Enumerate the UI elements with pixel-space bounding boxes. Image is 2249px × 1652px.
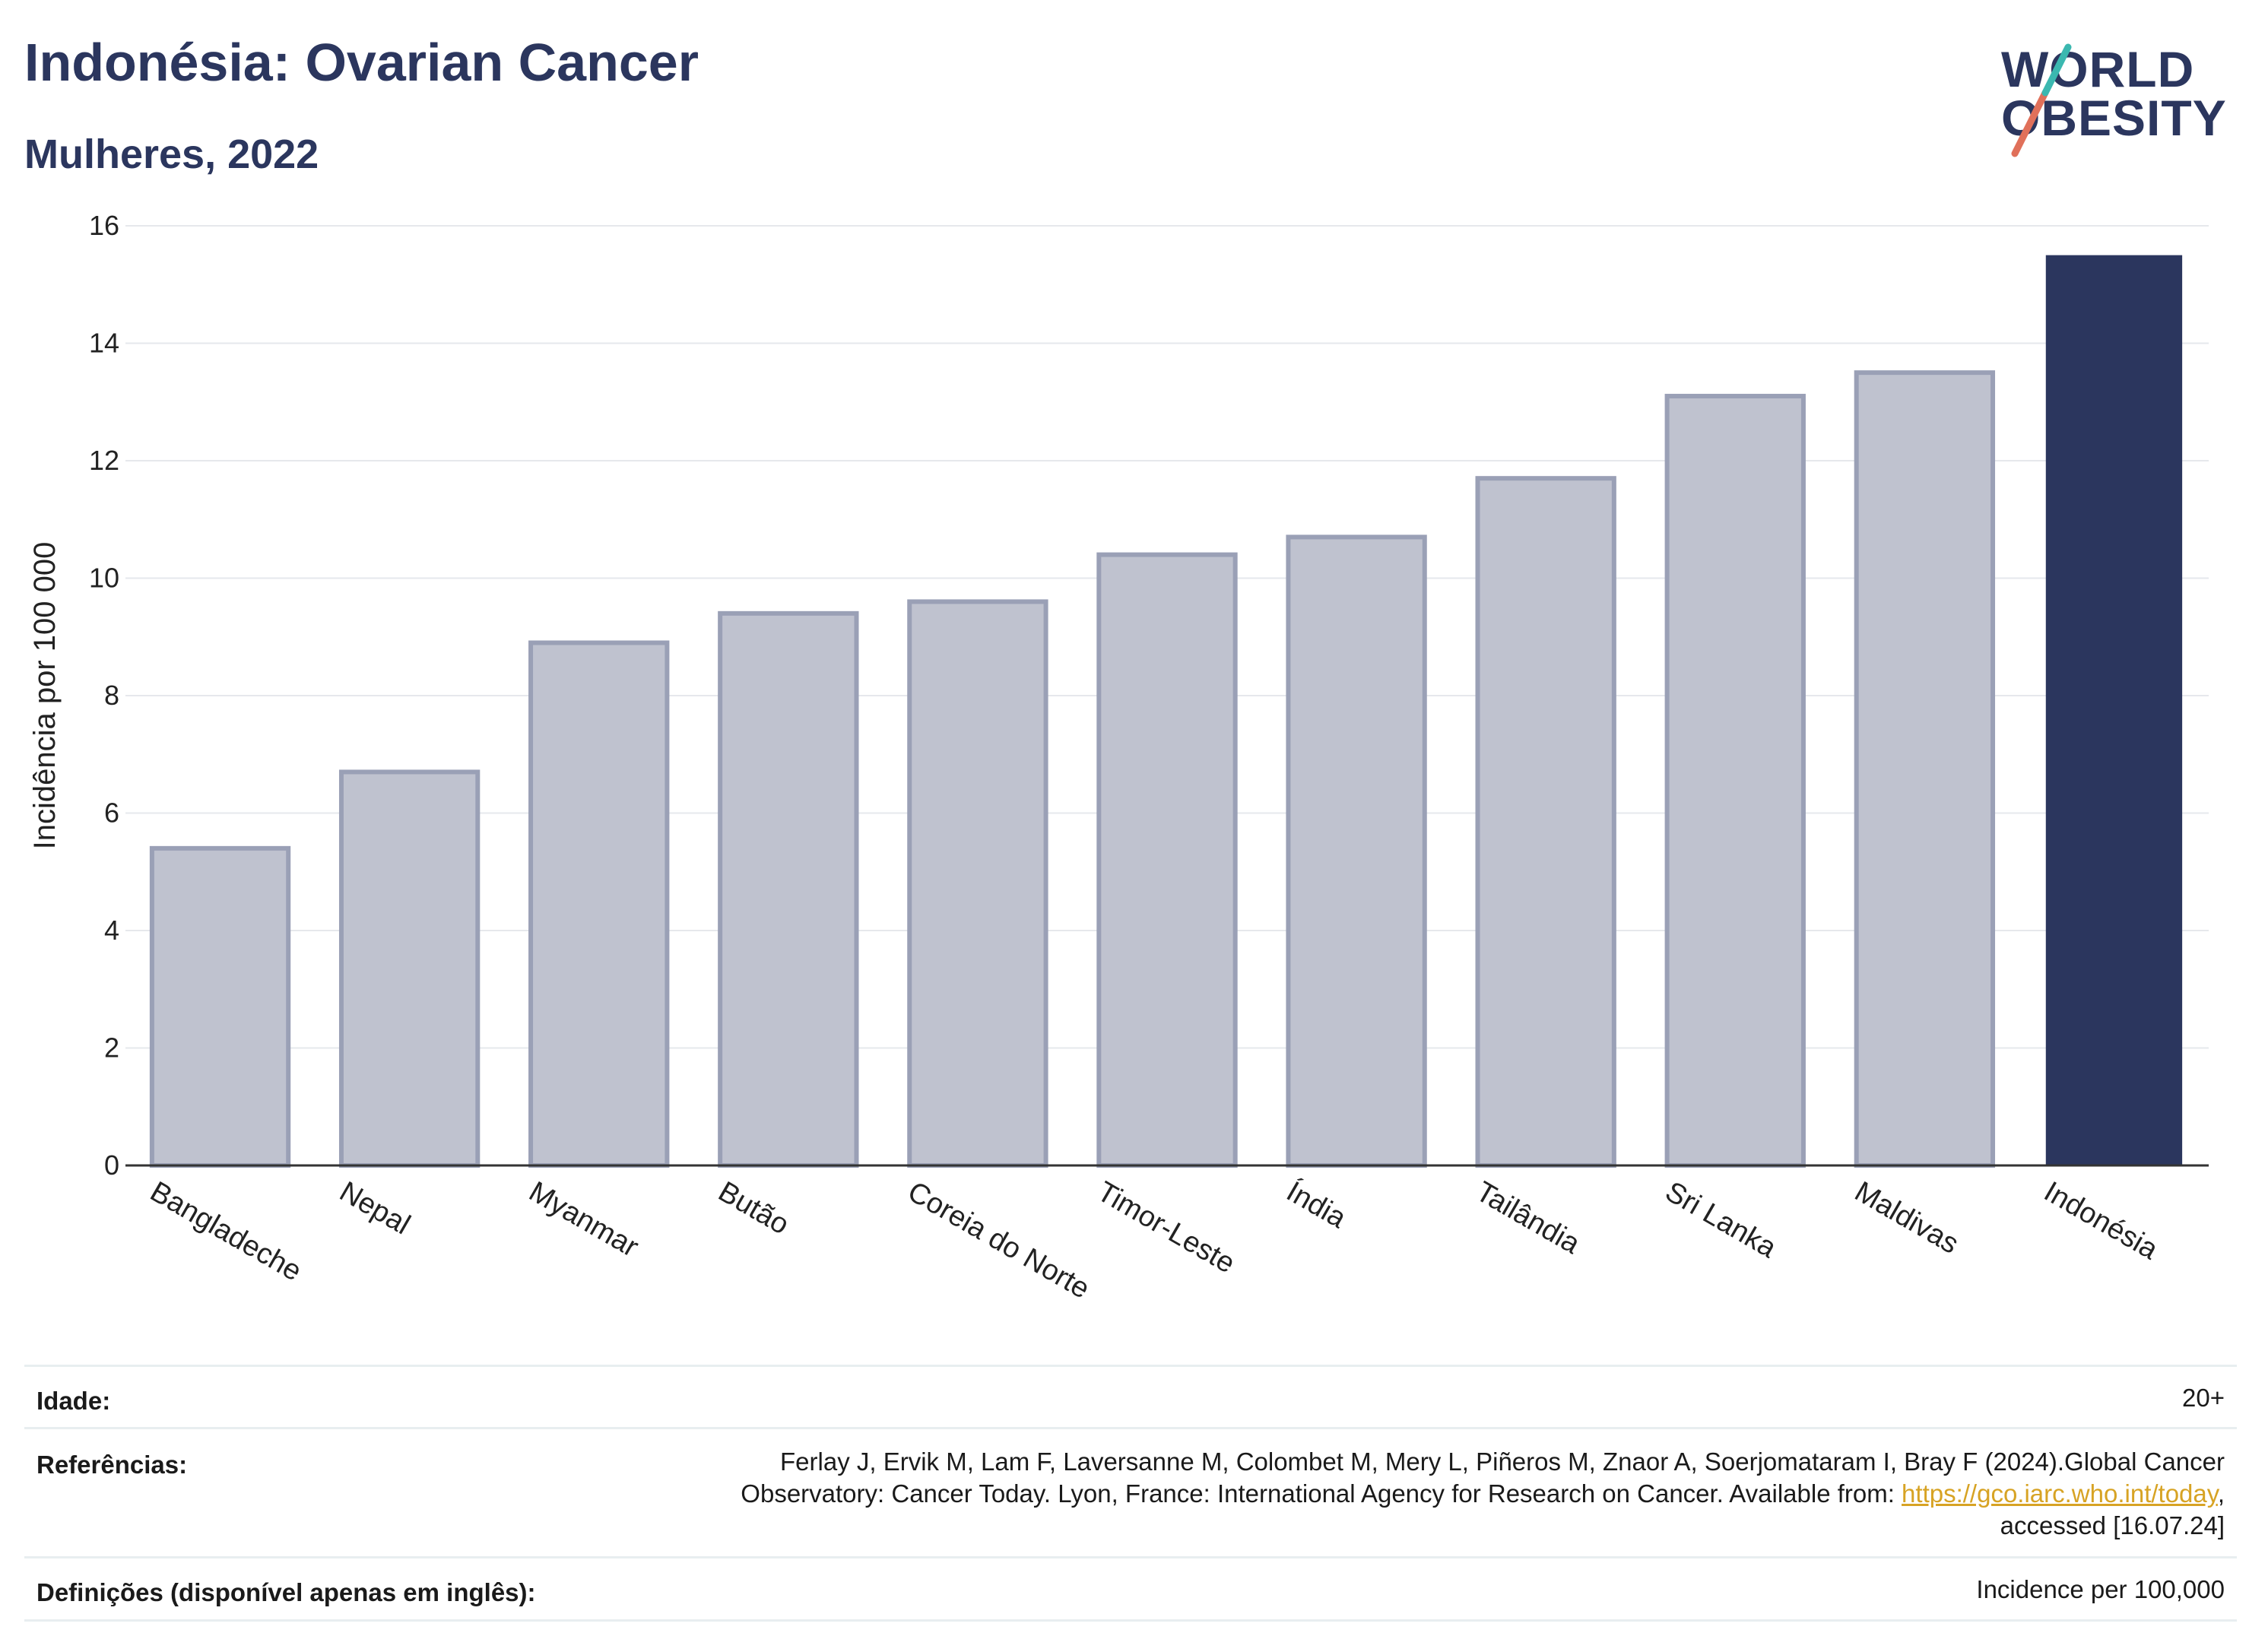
reference-line-3: accessed [16.07.24] (2000, 1511, 2225, 1539)
bar-5 (907, 599, 1048, 1168)
age-value: 20+ (2182, 1384, 2225, 1412)
bar-9 (1664, 394, 1806, 1168)
footer-row-age: Idade: 20+ (24, 1365, 2237, 1429)
x-tick-label: Sri Lanka (1660, 1175, 1782, 1264)
y-tick-label: 10 (89, 563, 119, 594)
reference-line-2-end: , (2217, 1479, 2225, 1508)
logo-word-world: WORLD (2001, 41, 2195, 97)
y-axis-title: Incidência por 100 000 (28, 542, 62, 850)
y-tick-label: 2 (104, 1032, 119, 1064)
bar-4 (718, 610, 859, 1168)
reference-line-2: Observatory: Cancer Today. Lyon, France:… (741, 1478, 2225, 1510)
bar-6 (1096, 552, 1238, 1168)
bar-3 (528, 640, 670, 1168)
reference-line-2-text: Observatory: Cancer Today. Lyon, France:… (741, 1479, 1902, 1508)
x-tick-label: Nepal (334, 1175, 415, 1241)
bar-1 (149, 845, 291, 1168)
y-tick-label: 12 (89, 445, 119, 476)
x-tick-label: Tailândia (1470, 1175, 1586, 1260)
x-tick-label: Coreia do Norte (902, 1175, 1095, 1305)
references-value: Ferlay J, Ervik M, Lam F, Laversanne M, … (741, 1446, 2225, 1542)
reference-line-1: Ferlay J, Ervik M, Lam F, Laversanne M, … (780, 1447, 2225, 1476)
x-tick-label: Maldivas (1849, 1175, 1964, 1260)
x-tick-label: Butão (713, 1175, 795, 1241)
page-title: Indonésia: Ovarian Cancer (24, 33, 699, 92)
x-tick-label: Myanmar (524, 1175, 644, 1264)
x-tick-label: Indonésia (2038, 1175, 2163, 1266)
bar-8 (1475, 476, 1616, 1168)
age-label: Idade: (36, 1387, 111, 1415)
x-tick-label: Timor-Leste (1092, 1175, 1240, 1279)
definitions-label: Definições (disponível apenas em inglês)… (36, 1578, 536, 1606)
world-obesity-logo: WORLD OBESITY (1992, 23, 2235, 160)
y-tick-label: 14 (89, 328, 119, 359)
reference-link[interactable]: https://gco.iarc.who.int/today (1902, 1479, 2218, 1508)
references-label: Referências: (36, 1451, 188, 1479)
bar-2 (338, 769, 481, 1168)
y-tick-label: 8 (104, 680, 119, 711)
footer-row-definitions: Definições (disponível apenas em inglês)… (24, 1556, 2237, 1622)
y-tick-label: 0 (104, 1149, 119, 1181)
bar-11 (2045, 255, 2183, 1165)
logo-slash-icon (2011, 43, 2072, 157)
y-tick-label: 4 (104, 915, 119, 946)
x-tick-label: Índia (1281, 1175, 1353, 1235)
y-tick-label: 6 (104, 797, 119, 829)
footer-row-references: Referências: Ferlay J, Ervik M, Lam F, L… (24, 1427, 2237, 1558)
bar-7 (1286, 534, 1427, 1168)
definitions-value: Incidence per 100,000 (1976, 1575, 2225, 1603)
bar-10 (1854, 370, 1996, 1168)
bar-chart: 0 2 4 6 8 10 12 14 16 Incidência por 100 000 Bangl… (28, 210, 2209, 1305)
page-subtitle: Mulheres, 2022 (24, 132, 319, 177)
x-tick-label: Bangladeche (144, 1175, 306, 1287)
y-tick-label: 16 (89, 210, 119, 241)
